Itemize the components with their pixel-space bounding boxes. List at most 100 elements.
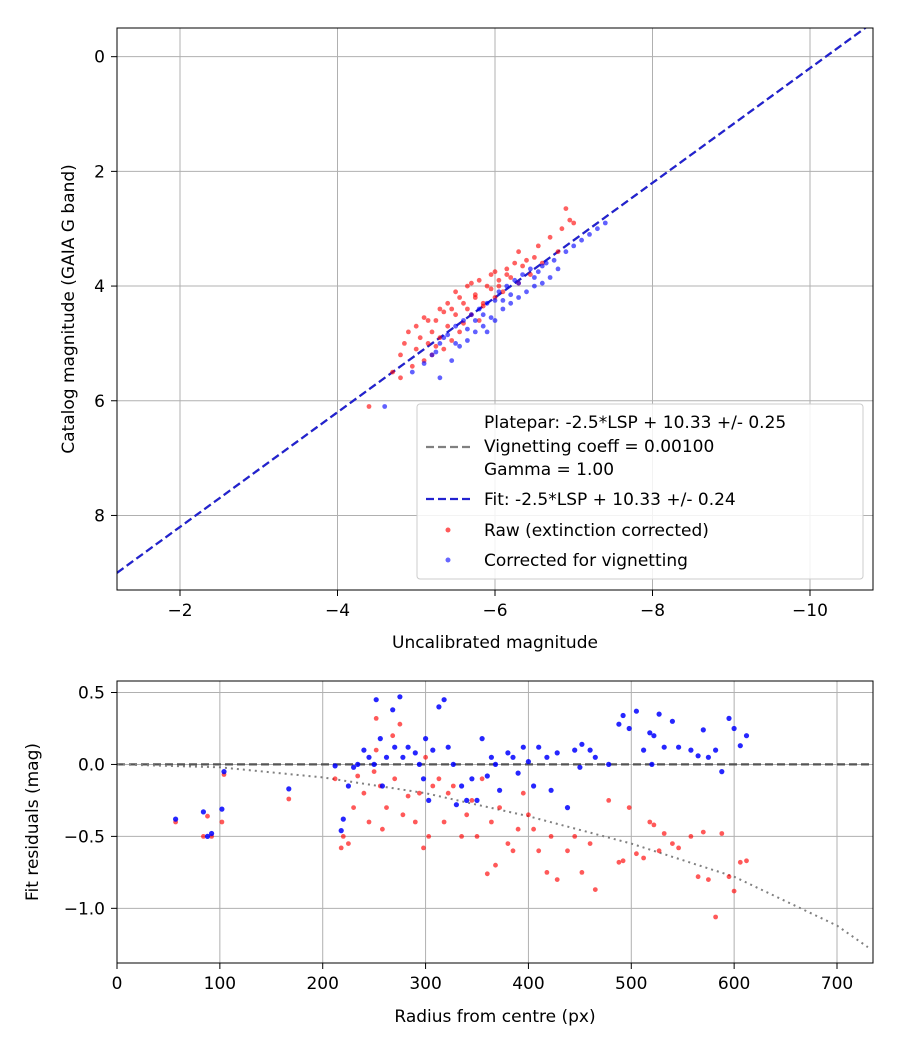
corrected-point [464, 797, 470, 804]
corrected-point [505, 750, 511, 756]
raw-point [346, 841, 351, 846]
raw-point [465, 283, 470, 289]
raw-point [219, 819, 225, 825]
raw-point [480, 303, 486, 309]
raw-point [504, 266, 510, 272]
corrected-point [441, 697, 447, 703]
legend-corrected-text: Corrected for vignetting [484, 551, 688, 571]
raw-point [505, 841, 511, 846]
corrected-point [361, 747, 367, 753]
corrected-point [719, 769, 725, 775]
raw-point [489, 819, 494, 825]
legend-platepar-text-3: Gamma = 1.00 [484, 460, 614, 480]
raw-point [417, 790, 422, 796]
corrected-point [383, 754, 390, 760]
corrected-point [420, 776, 427, 782]
corrected-point [479, 736, 485, 742]
plot-frame [116, 680, 874, 964]
corrected-point [579, 237, 584, 243]
corrected-point [492, 298, 498, 303]
corrected-point [397, 694, 403, 700]
raw-point [484, 283, 490, 289]
x-tick-label: 500 [615, 974, 647, 994]
corrected-point [515, 770, 521, 776]
raw-point [392, 776, 398, 782]
corrected-point [445, 744, 451, 750]
raw-point [384, 805, 389, 810]
corrected-point [726, 715, 732, 722]
raw-point [700, 829, 706, 835]
corrected-point [345, 783, 351, 789]
raw-point [449, 306, 455, 312]
corrected-point [520, 272, 525, 277]
raw-point [412, 819, 418, 825]
x-tick-label: −10 [792, 601, 828, 621]
raw-point [688, 834, 694, 839]
corrected-point [500, 306, 506, 312]
corrected-point [577, 764, 583, 770]
corrected-point [355, 761, 361, 768]
corrected-point [400, 754, 406, 760]
raw-point [457, 295, 462, 300]
corrected-point [525, 759, 532, 765]
corrected-point [476, 306, 482, 312]
raw-point [340, 834, 346, 839]
raw-point [567, 217, 573, 223]
data-points [173, 694, 750, 920]
y-axis-label: Fit residuals (mag) [23, 743, 43, 901]
raw-point [592, 887, 598, 892]
raw-point [559, 226, 565, 232]
raw-point [532, 255, 537, 260]
corrected-point [465, 326, 470, 332]
corrected-point [429, 352, 435, 358]
y-axis-ticks: 0.5 0.0 −0.5 −1.0 [64, 684, 117, 919]
corrected-point [497, 787, 503, 793]
corrected-point [441, 335, 447, 341]
corrected-point [579, 741, 585, 747]
corrected-point [433, 349, 439, 355]
raw-point [479, 776, 485, 782]
raw-point [437, 306, 443, 312]
raw-point [496, 283, 502, 289]
corrected-point [587, 232, 592, 237]
raw-point [515, 826, 521, 832]
corrected-point [705, 754, 712, 760]
raw-point [508, 275, 514, 280]
corrected-point [465, 338, 470, 343]
raw-point [488, 286, 494, 292]
corrected-point [221, 769, 227, 775]
corrected-point [382, 404, 388, 409]
corrected-point [651, 733, 657, 739]
raw-point [510, 848, 516, 854]
corrected-point [209, 830, 215, 837]
raw-point [676, 845, 681, 851]
raw-point [656, 848, 662, 854]
raw-point [201, 834, 206, 839]
raw-point [450, 783, 456, 789]
raw-point [547, 234, 553, 240]
raw-point [380, 826, 385, 832]
raw-point [516, 249, 521, 255]
raw-point [436, 776, 442, 782]
raw-point [484, 871, 490, 877]
raw-point [526, 812, 531, 818]
raw-point [476, 277, 482, 283]
raw-point [445, 790, 451, 796]
corrected-point [351, 764, 357, 770]
legend-raw-text: Raw (extinction corrected) [484, 521, 709, 541]
corrected-point [423, 736, 429, 742]
corrected-point [676, 744, 682, 750]
raw-point [461, 300, 466, 306]
x-tick-label: −2 [167, 601, 192, 621]
corrected-point [469, 312, 474, 318]
raw-point [441, 346, 447, 352]
corrected-point [563, 249, 569, 255]
corrected-point [449, 358, 455, 363]
raw-point [332, 776, 338, 782]
corrected-point [416, 761, 422, 768]
corrected-point [472, 318, 478, 323]
corrected-point [437, 375, 443, 381]
corrected-point [508, 300, 514, 306]
raw-point [445, 300, 451, 306]
x-axis-label: Uncalibrated magnitude [392, 633, 598, 653]
